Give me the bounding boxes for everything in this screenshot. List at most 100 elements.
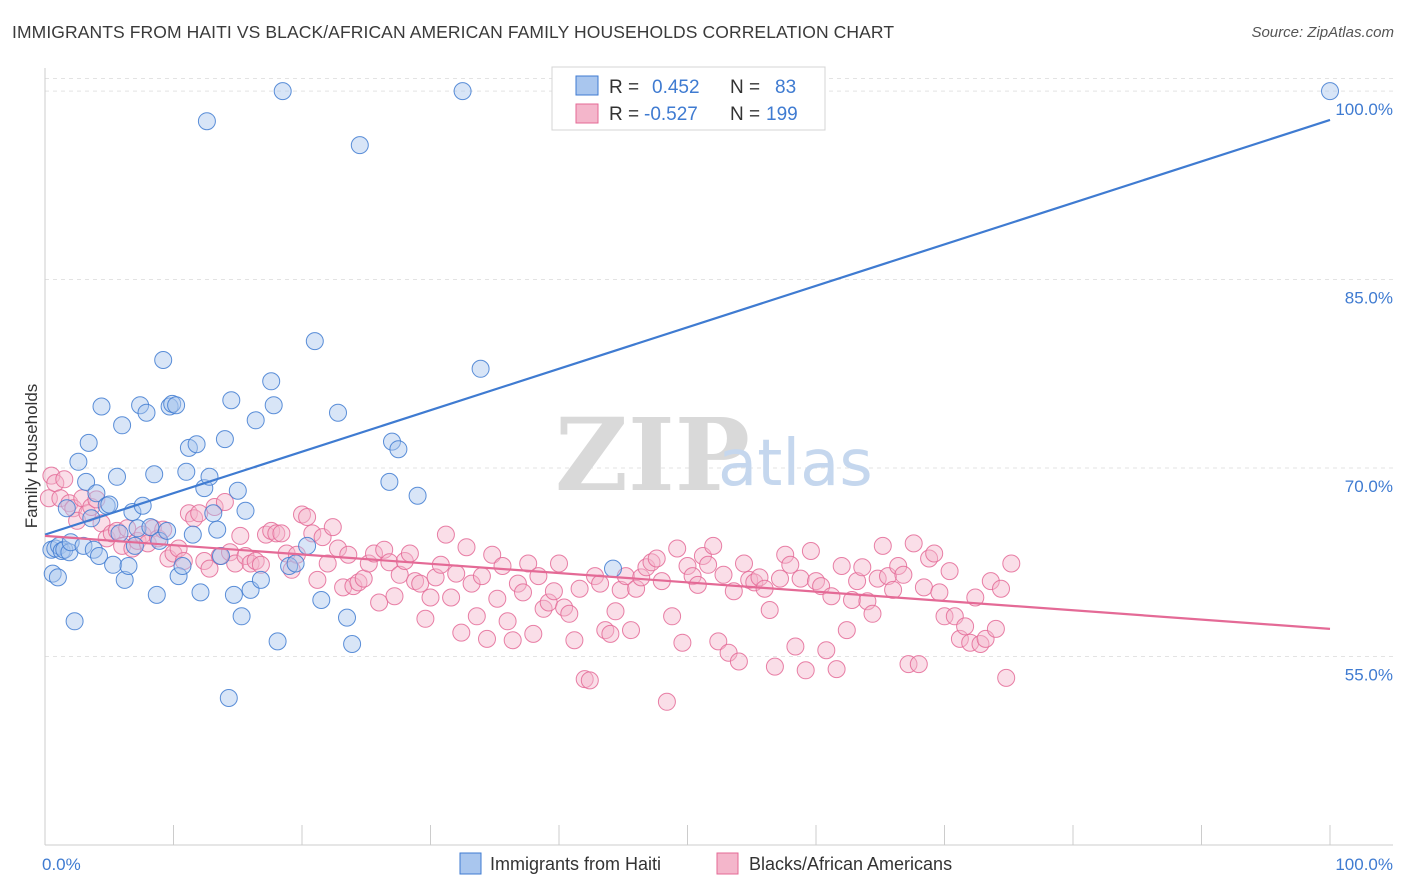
source-credit: Source: ZipAtlas.com bbox=[1251, 24, 1394, 41]
bottom-legend-label-1: Immigrants from Haiti bbox=[490, 854, 661, 874]
y-tick-label-2: 85.0% bbox=[1345, 289, 1393, 308]
pink-point-91 bbox=[498, 612, 517, 631]
pink-point-183 bbox=[971, 635, 990, 653]
watermark-atlas: atlas bbox=[718, 427, 873, 501]
y-tick-label-1: 70.0% bbox=[1345, 477, 1393, 496]
pink-point-85 bbox=[467, 607, 486, 626]
pink-point-83 bbox=[457, 538, 476, 557]
blue-point-44 bbox=[173, 557, 192, 575]
pink-point-125 bbox=[673, 633, 692, 652]
pink-point-3 bbox=[51, 489, 70, 508]
pink-point-65 bbox=[365, 544, 383, 563]
pink-point-133 bbox=[714, 565, 733, 584]
blue-point-33 bbox=[137, 403, 156, 422]
pink-point-120 bbox=[647, 549, 666, 568]
pink-point-123 bbox=[663, 607, 682, 626]
blue-point-53 bbox=[204, 504, 223, 523]
blue-point-66 bbox=[262, 372, 281, 391]
pink-point-171 bbox=[909, 655, 928, 674]
y-axis-label: Family Households bbox=[22, 384, 41, 529]
pink-point-82 bbox=[452, 623, 471, 642]
pink-point-185 bbox=[981, 572, 1000, 591]
blue-point-85 bbox=[604, 559, 622, 578]
pink-point-154 bbox=[822, 587, 841, 606]
watermark-zip: ZIP bbox=[555, 396, 750, 514]
pink-point-61 bbox=[344, 577, 363, 596]
pink-point-143 bbox=[765, 657, 784, 676]
blue-point-17 bbox=[87, 484, 106, 503]
blue-point-73 bbox=[305, 332, 324, 351]
pink-point-95 bbox=[519, 554, 538, 573]
blue-point-3 bbox=[48, 568, 67, 587]
pink-point-170 bbox=[904, 534, 923, 553]
blue-point-25 bbox=[113, 416, 132, 435]
pink-point-146 bbox=[781, 555, 800, 574]
blue-point-34 bbox=[141, 518, 160, 537]
pink-point-126 bbox=[678, 557, 697, 575]
pink-point-153 bbox=[817, 641, 836, 660]
pink-point-168 bbox=[894, 565, 913, 584]
legend-swatch-pink bbox=[575, 103, 599, 124]
legend-n-value-1: 83 bbox=[775, 77, 796, 98]
y-tick-labels: 55.0% 70.0% 85.0% 100.0% bbox=[1335, 100, 1393, 684]
watermark: ZIP atlas bbox=[555, 396, 873, 514]
blue-point-19 bbox=[92, 397, 111, 416]
x-tick-labels: 0.0% 100.0% bbox=[42, 855, 1393, 874]
blue-point-47 bbox=[183, 525, 202, 544]
trend-lines bbox=[44, 118, 1331, 630]
pink-point-169 bbox=[899, 655, 918, 674]
pink-point-47 bbox=[272, 524, 291, 543]
blue-point-40 bbox=[160, 397, 179, 416]
pink-point-189 bbox=[1002, 554, 1021, 573]
blue-point-23 bbox=[108, 467, 126, 486]
blue-point-54 bbox=[208, 520, 227, 539]
pink-point-79 bbox=[436, 525, 455, 544]
blue-point-11 bbox=[69, 452, 88, 471]
pink-point-30 bbox=[185, 509, 204, 528]
pink-point-90 bbox=[493, 557, 512, 575]
pink-point-155 bbox=[827, 660, 846, 679]
pink-point-88 bbox=[483, 545, 502, 564]
blue-point-55 bbox=[212, 547, 230, 565]
pink-point-156 bbox=[832, 557, 851, 575]
pink-point-160 bbox=[853, 558, 872, 577]
pink-point-167 bbox=[889, 557, 908, 575]
pink-point-116 bbox=[627, 579, 646, 598]
pink-point-115 bbox=[622, 621, 640, 640]
pink-point-180 bbox=[956, 617, 975, 636]
pink-point-109 bbox=[591, 574, 610, 593]
pink-point-89 bbox=[488, 589, 507, 608]
correlation-legend: R = 0.452 N = 83 R = -0.527 N = 199 bbox=[551, 66, 826, 131]
blue-point-65 bbox=[251, 570, 270, 589]
pink-point-93 bbox=[508, 574, 527, 593]
blue-point-15 bbox=[82, 509, 101, 528]
pink-point-142 bbox=[760, 601, 779, 619]
pink-point-92 bbox=[503, 631, 522, 650]
bottom-legend-swatch-blue bbox=[459, 852, 482, 875]
blue-point-7 bbox=[57, 499, 76, 518]
pink-point-145 bbox=[776, 545, 795, 564]
blue-point-29 bbox=[125, 536, 144, 555]
blue-point-6 bbox=[55, 540, 74, 559]
pink-point-164 bbox=[873, 536, 892, 555]
chart-title: IMMIGRANTS FROM HAITI VS BLACK/AFRICAN A… bbox=[12, 22, 895, 42]
pink-point-84 bbox=[462, 574, 481, 593]
blue-point-32 bbox=[128, 519, 147, 538]
blue-point-38 bbox=[154, 351, 173, 369]
blue-point-76 bbox=[338, 608, 356, 627]
legend-r-label-2: R = bbox=[609, 104, 639, 125]
pink-point-105 bbox=[570, 579, 589, 598]
pink-point-46 bbox=[267, 524, 286, 543]
pink-point-38 bbox=[226, 554, 245, 573]
pink-point-76 bbox=[421, 588, 440, 607]
blue-point-60 bbox=[228, 481, 247, 500]
pink-point-158 bbox=[843, 591, 861, 609]
pink-point-137 bbox=[735, 554, 753, 573]
blue-point-86 bbox=[1321, 82, 1339, 101]
pink-point-182 bbox=[966, 588, 985, 607]
pink-point-122 bbox=[657, 692, 676, 711]
blue-point-43 bbox=[169, 567, 188, 586]
pink-point-56 bbox=[318, 554, 337, 573]
pink-point-43 bbox=[251, 555, 270, 574]
pink-point-69 bbox=[385, 587, 404, 606]
